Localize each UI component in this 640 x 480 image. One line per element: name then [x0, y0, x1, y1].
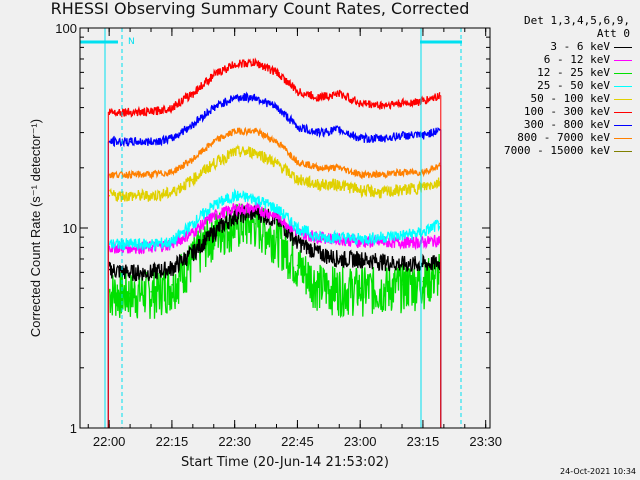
legend-label: 25 - 50 keV: [537, 79, 610, 92]
legend-label: 100 - 300 keV: [523, 105, 610, 118]
series-line-300-800-kev: [109, 91, 441, 148]
series-line-12-25-kev: [108, 203, 441, 319]
x-axis-label: Start Time (20-Jun-14 21:53:02): [181, 455, 389, 470]
series-line-50-100-kev: [108, 144, 441, 202]
legend-swatch: [614, 73, 632, 74]
legend-swatch: [614, 99, 632, 100]
y-tick-label: 100: [55, 21, 77, 36]
y-axis-label: Corrected Count Rate (s⁻¹ detector⁻¹): [28, 119, 43, 337]
legend: Det 1,3,4,5,6,9, Att 0 3 - 6 keV 6 - 12 k…: [476, 14, 636, 157]
legend-entry: 3 - 6 keV: [476, 40, 636, 53]
legend-entry: 7000 - 15000 keV: [476, 144, 636, 157]
legend-entry: 300 - 800 keV: [476, 118, 636, 131]
legend-label: 300 - 800 keV: [523, 118, 610, 131]
x-tick-label: 23:15: [407, 434, 440, 449]
data-point-25-50-kev: [438, 222, 441, 225]
plot-area: N: [80, 28, 462, 428]
axis-ticks: 1 10 100 22:00 22:15 22:30 22:45 23:00 23:15 23:3…: [55, 21, 502, 449]
legend-entries: 3 - 6 keV 6 - 12 keV 12 - 25 keV 25 - 50 ke…: [476, 40, 636, 157]
legend-swatch: [614, 138, 632, 139]
legend-swatch: [614, 47, 632, 48]
series-line-25-50-kev: [108, 188, 441, 252]
legend-entry: 6 - 12 keV: [476, 53, 636, 66]
legend-entry: 25 - 50 keV: [476, 79, 636, 92]
legend-entry: 12 - 25 keV: [476, 66, 636, 79]
legend-entry: 800 - 7000 keV: [476, 131, 636, 144]
legend-attenuator: Att 0: [596, 27, 630, 40]
series-line-800-7000-kev: [108, 126, 441, 180]
series-line-100-300-kev: [108, 57, 441, 118]
data-point-50-100-kev: [108, 194, 111, 197]
legend-label: 7000 - 15000 keV: [504, 144, 610, 157]
night-flag-label: N: [128, 37, 135, 47]
y-tick-label: 1: [70, 421, 77, 436]
legend-label: 12 - 25 keV: [537, 66, 610, 79]
legend-label: 3 - 6 keV: [550, 40, 610, 53]
legend-swatch: [614, 86, 632, 87]
series-line-3-6-kev: [108, 204, 441, 282]
legend-entry: 50 - 100 keV: [476, 92, 636, 105]
legend-label: 50 - 100 keV: [530, 92, 610, 105]
data-point-3-6-kev: [108, 268, 111, 271]
footer-timestamp: 24-Oct-2021 10:34: [560, 467, 636, 476]
chart-title: RHESSI Observing Summary Count Rates, Co…: [50, 0, 470, 18]
legend-entry: 100 - 300 keV: [476, 105, 636, 118]
x-tick-label: 23:00: [344, 434, 377, 449]
legend-swatch: [614, 60, 632, 61]
legend-swatch: [614, 125, 632, 126]
data-point-3-6-kev: [275, 218, 278, 221]
legend-detector-header: Det 1,3,4,5,6,9,: [524, 14, 630, 27]
x-tick-label: 22:30: [218, 434, 251, 449]
data-point-12-25-kev: [171, 283, 173, 286]
legend-swatch: [614, 112, 632, 113]
y-tick-label: 10: [63, 221, 77, 236]
legend-label: 6 - 12 keV: [543, 53, 610, 66]
legend-swatch: [614, 151, 632, 152]
x-tick-label: 22:15: [156, 434, 189, 449]
x-tick-label: 23:30: [469, 434, 502, 449]
x-tick-label: 22:45: [281, 434, 314, 449]
legend-label: 800 - 7000 keV: [517, 131, 610, 144]
x-tick-label: 22:00: [93, 434, 126, 449]
